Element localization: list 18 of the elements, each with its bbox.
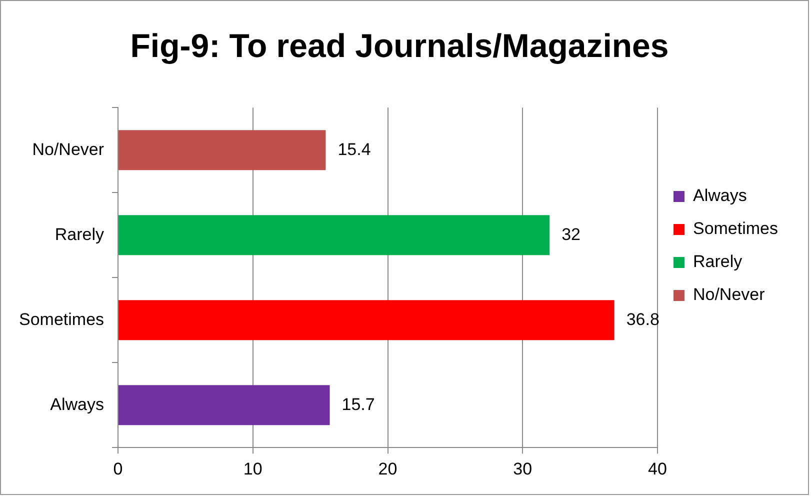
legend-label: Rarely	[692, 252, 743, 272]
x-tick-label: 10	[243, 459, 262, 478]
y-tick-label: Always	[50, 394, 104, 414]
x-tick-label: 30	[513, 459, 532, 478]
chart-title: Fig-9: To read Journals/Magazines	[130, 26, 669, 64]
data-label: 15.4	[338, 140, 371, 159]
legend-label: No/Never	[692, 285, 766, 304]
x-tick-label: 0	[113, 459, 123, 478]
data-label: 15.7	[342, 394, 375, 414]
data-label: 36.8	[626, 310, 660, 329]
legend-label: Sometimes	[692, 219, 778, 238]
data-label: 32	[562, 224, 581, 244]
y-tick-label: Sometimes	[18, 310, 104, 329]
legend-label: Always	[692, 186, 747, 206]
y-tick-label: No/Never	[32, 140, 104, 159]
y-tick-label: Rarely	[54, 224, 105, 244]
x-tick-label: 40	[648, 459, 667, 478]
x-tick-label: 20	[378, 459, 398, 478]
